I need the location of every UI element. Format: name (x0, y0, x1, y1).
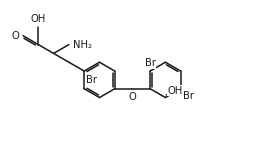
Text: OH: OH (167, 86, 182, 96)
Text: Br: Br (86, 75, 97, 85)
Text: NH₂: NH₂ (73, 40, 92, 50)
Text: OH: OH (31, 14, 46, 24)
Text: O: O (129, 92, 136, 102)
Text: O: O (11, 31, 19, 41)
Text: Br: Br (183, 91, 194, 101)
Text: Br: Br (145, 58, 156, 68)
